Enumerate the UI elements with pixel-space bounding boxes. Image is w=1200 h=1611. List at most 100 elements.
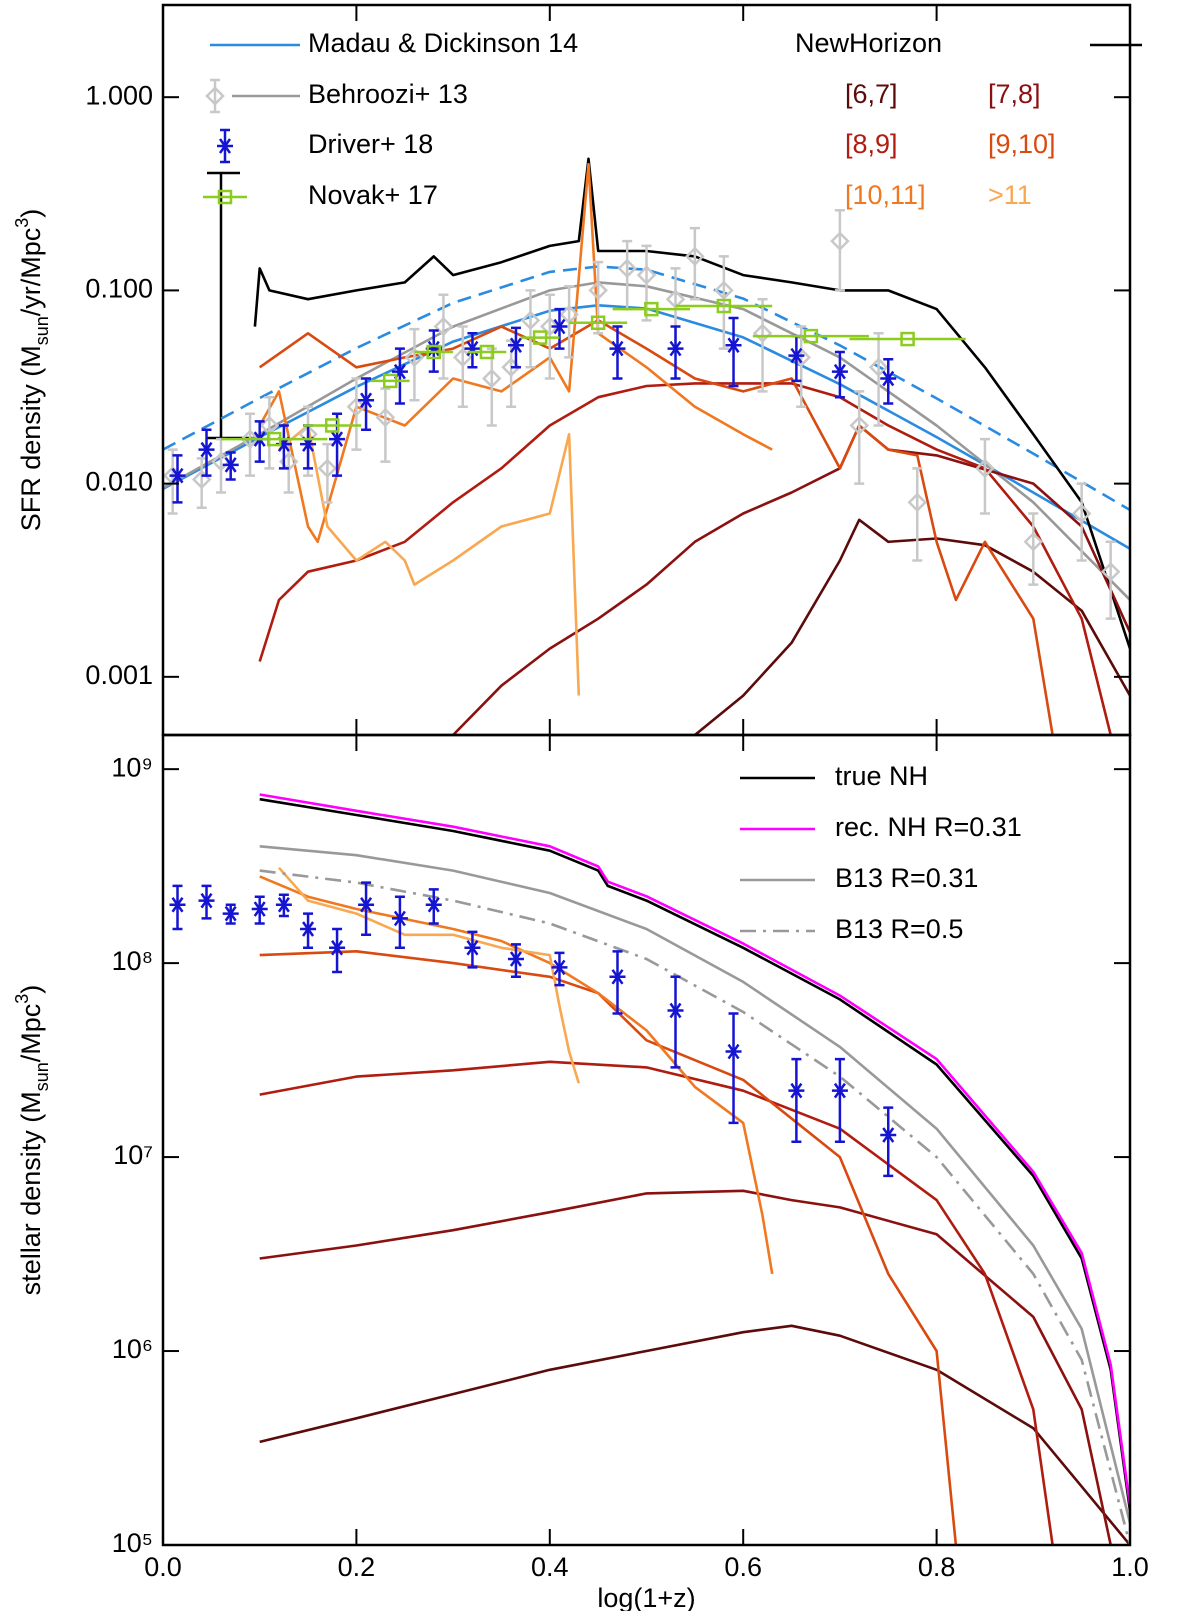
- data-point: [358, 377, 375, 432]
- error-bar: [322, 442, 333, 504]
- data-point: [609, 325, 626, 380]
- asterisk-marker: [667, 1002, 684, 1019]
- data-point: [1071, 482, 1092, 562]
- asterisk-marker: [464, 940, 481, 956]
- asterisk-marker: [788, 347, 805, 364]
- error-bar: [510, 326, 521, 369]
- data-point: [300, 912, 317, 950]
- square-marker: [644, 301, 659, 317]
- data-point: [358, 881, 375, 937]
- x-tick-label: 0.4: [531, 1552, 569, 1582]
- error-bar: [670, 325, 681, 380]
- asterisk-marker: [169, 897, 186, 913]
- diamond-marker: [1023, 532, 1044, 552]
- legend-symbol: [217, 128, 233, 164]
- square-marker: [716, 298, 732, 314]
- diamond-marker: [868, 357, 889, 378]
- data-point: [880, 1106, 897, 1178]
- error-bar: [332, 927, 343, 974]
- series-line: [278, 424, 581, 696]
- diamond-marker: [205, 86, 225, 106]
- asterisk-marker: [788, 1082, 805, 1099]
- error-bar: [278, 424, 289, 470]
- diamond-marker: [636, 265, 657, 285]
- data-point: [329, 412, 346, 477]
- data-point: [433, 293, 454, 380]
- asterisk-marker: [831, 1082, 848, 1099]
- data-point: [375, 387, 396, 463]
- series-line: [163, 304, 1130, 550]
- asterisk-marker: [507, 337, 524, 354]
- plot-area: [169, 793, 1130, 1545]
- error-bar: [394, 895, 405, 950]
- data-point: [464, 930, 481, 969]
- error-bar: [883, 1106, 894, 1178]
- series-line: [259, 1189, 1112, 1545]
- diamond-marker: [433, 316, 454, 337]
- y-tick-label: 10⁸: [112, 946, 153, 976]
- error-bar: [196, 457, 207, 510]
- data-point: [222, 903, 239, 925]
- asterisk-marker: [507, 951, 524, 967]
- error-bar: [361, 881, 372, 937]
- error-bar: [728, 1012, 739, 1125]
- series-line: [259, 845, 1130, 1524]
- series-line: [694, 518, 1130, 735]
- error-bar: [172, 454, 183, 504]
- data-point: [222, 451, 239, 481]
- y-tick-label: 10⁷: [113, 1140, 153, 1170]
- data-point: [391, 347, 408, 405]
- x-tick-label: 0.6: [724, 1552, 762, 1582]
- error-bar: [554, 307, 565, 350]
- series-line: [259, 1060, 1054, 1545]
- y-tick-label: 10⁹: [111, 752, 153, 782]
- data-point: [507, 326, 524, 369]
- data-point: [975, 437, 995, 515]
- legend-label: [9,10]: [988, 129, 1056, 159]
- legend-label: B13 R=0.5: [835, 914, 963, 944]
- legend-label: Driver+ 18: [308, 129, 433, 159]
- asterisk-marker: [425, 897, 442, 913]
- asterisk-marker: [300, 921, 317, 937]
- data-point: [880, 358, 897, 405]
- data-point: [425, 888, 442, 925]
- data-point: [849, 331, 966, 347]
- asterisk-marker: [358, 392, 375, 408]
- data-point: [453, 325, 473, 408]
- y-axis-label-part: SFR density (M: [16, 345, 46, 531]
- asterisk-marker: [222, 905, 239, 922]
- plot-frame: [161, 3, 1132, 737]
- data-point: [714, 255, 734, 350]
- series-line: [259, 797, 1130, 1511]
- data-point: [275, 893, 292, 918]
- plot-frame: [161, 733, 1132, 1547]
- diamond-marker: [617, 258, 637, 279]
- y-axis-label-part: sun: [32, 316, 52, 345]
- data-point: [612, 301, 691, 317]
- error-bar: [757, 297, 768, 393]
- asterisk-marker: [725, 1043, 742, 1060]
- diamond-marker: [404, 347, 425, 368]
- error-bar: [172, 884, 183, 931]
- diamond-marker: [482, 368, 502, 389]
- error-bar: [670, 975, 681, 1069]
- legend-label: true NH: [835, 761, 928, 791]
- error-bar: [254, 420, 265, 463]
- data-point: [1100, 540, 1121, 620]
- asterisk-marker: [217, 138, 233, 154]
- asterisk-marker: [880, 1127, 897, 1143]
- y-tick-label: 0.010: [85, 467, 153, 497]
- error-bar: [438, 293, 449, 380]
- data-point: [636, 244, 657, 322]
- series-line: [259, 950, 958, 1545]
- diamond-marker: [1071, 503, 1092, 524]
- y-tick-label: 10⁶: [112, 1334, 153, 1364]
- data-point: [788, 1057, 805, 1143]
- data-point: [1023, 512, 1044, 586]
- error-bar: [834, 1057, 845, 1143]
- asterisk-marker: [831, 363, 848, 380]
- y-tick-label: 10⁵: [112, 1528, 153, 1558]
- error-bar: [201, 428, 212, 477]
- x-tick-label: 0.2: [338, 1552, 376, 1582]
- data-point: [849, 390, 870, 485]
